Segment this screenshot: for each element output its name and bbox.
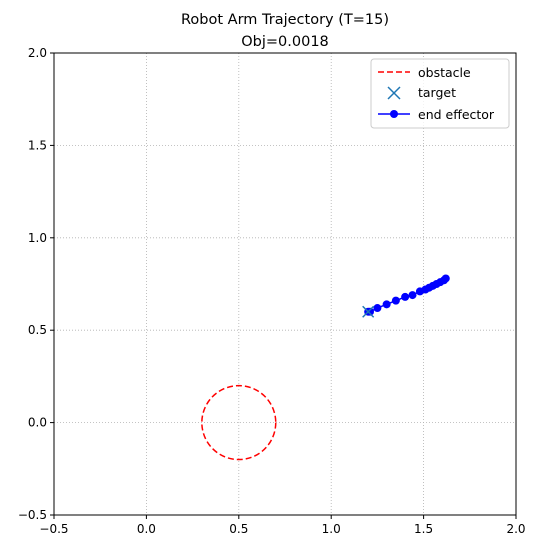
y-tick-label: 1.5 — [28, 138, 47, 152]
x-tick-label: −0.5 — [39, 522, 68, 536]
chart-subtitle: Obj=0.0018 — [241, 34, 329, 50]
x-tick-label: 1.0 — [322, 522, 341, 536]
legend: obstacle target end effector — [370, 58, 510, 129]
y-tick-label: 0.5 — [28, 323, 47, 337]
legend-target-label: target — [418, 85, 456, 100]
legend-box — [370, 58, 510, 129]
x-tick-label: 2.0 — [506, 522, 525, 536]
x-tick-label: 0.0 — [137, 522, 156, 536]
end-effector-point — [408, 291, 417, 300]
end-effector-point — [373, 304, 382, 313]
plot-frame — [53, 52, 517, 516]
legend-end-effector-marker — [390, 110, 398, 118]
end-effector-point — [391, 296, 400, 305]
legend-target-swatch — [387, 86, 401, 100]
x-tick-label: 0.5 — [229, 522, 248, 536]
target-marker-stroke-b — [362, 305, 375, 318]
y-tick-label: 0.0 — [28, 416, 47, 430]
y-tick-label: 2.0 — [28, 46, 47, 60]
ticks: −0.5 0.0 0.5 1.0 1.5 2.0 −0.5 0.0 0.5 1.0 1.5 2.0 — [18, 46, 526, 536]
obstacle-circle — [201, 384, 277, 461]
series-layer — [364, 274, 450, 316]
obstacle-layer — [201, 384, 277, 461]
target-layer — [362, 305, 375, 318]
end-effector-point — [382, 300, 391, 309]
end-effector-point — [415, 287, 424, 296]
y-tick-label: −0.5 — [18, 508, 47, 522]
legend-obstacle-label: obstacle — [418, 65, 471, 80]
legend-end-effector-label: end effector — [418, 107, 495, 122]
x-tick-label: 1.5 — [414, 522, 433, 536]
chart-title: Robot Arm Trajectory (T=15) — [181, 12, 389, 28]
end-effector-point — [401, 292, 410, 301]
y-tick-label: 1.0 — [28, 231, 47, 245]
